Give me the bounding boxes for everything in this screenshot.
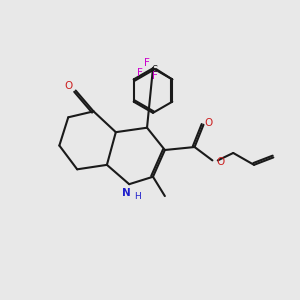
Text: H: H: [134, 192, 141, 201]
Text: F: F: [152, 71, 158, 81]
Text: O: O: [64, 81, 72, 91]
Text: F: F: [136, 68, 142, 79]
Text: O: O: [217, 157, 225, 167]
Text: O: O: [205, 118, 213, 128]
Text: F: F: [144, 58, 150, 68]
Text: C: C: [152, 64, 158, 74]
Text: N: N: [122, 188, 131, 198]
